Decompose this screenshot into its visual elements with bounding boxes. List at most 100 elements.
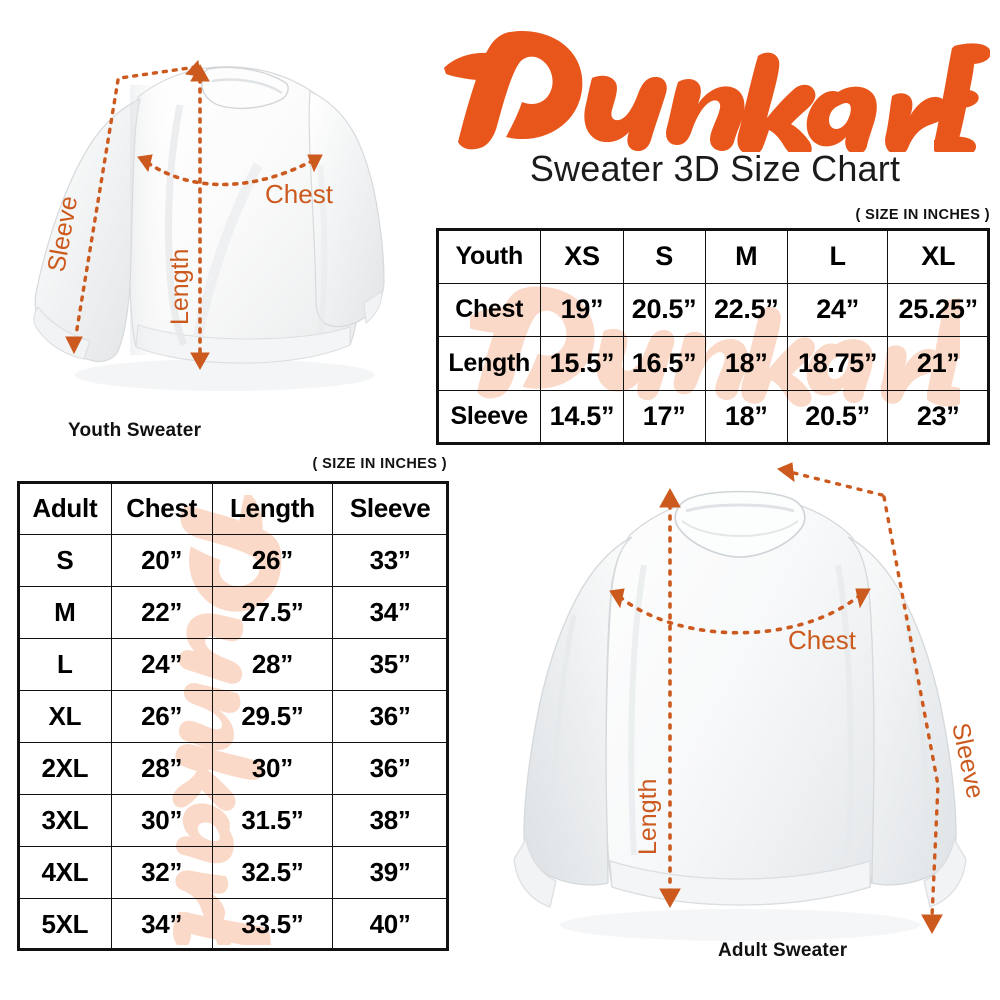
- youth-cell-length-s: 16.5”: [622, 336, 706, 391]
- youth-length-arrow-top: [190, 63, 210, 82]
- table-row: L 24” 28” 35”: [18, 638, 448, 691]
- youth-chest-label: Chest: [265, 179, 334, 209]
- youth-units-note: ( SIZE IN INCHES ): [855, 207, 990, 223]
- youth-cell-sleeve-xs: 14.5”: [540, 389, 624, 444]
- youth-row-label-sleeve: Sleeve: [436, 389, 542, 444]
- youth-right-cuff: [363, 289, 383, 324]
- youth-chest-arrow-right: [307, 154, 323, 173]
- adult-cell-3xl-chest: 30”: [110, 794, 213, 847]
- adult-fold-right: [835, 564, 854, 856]
- youth-shadow: [75, 359, 375, 391]
- adult-cell-2xl-sleeve: 36”: [332, 742, 448, 795]
- youth-cell-chest-xl: 25.25”: [887, 282, 989, 337]
- youth-row-label-chest: Chest: [436, 282, 542, 337]
- adult-cell-m-length: 27.5”: [211, 586, 334, 639]
- adult-cell-l-sleeve: 35”: [332, 638, 448, 691]
- adult-row-label-3xl: 3XL: [18, 794, 112, 847]
- adult-fold-left: [628, 564, 647, 856]
- brand-logo: [440, 22, 990, 152]
- youth-corner-header: Youth: [436, 229, 542, 284]
- youth-length-label: Length: [166, 249, 194, 325]
- youth-sleeve-line-diag: [74, 78, 120, 337]
- adult-row-label-2xl: 2XL: [18, 742, 112, 795]
- table-row-header: Adult Chest Length Sleeve: [18, 482, 448, 535]
- adult-sweater-caption: Adult Sweater: [718, 940, 848, 961]
- youth-chest-arrow-left: [137, 154, 153, 173]
- adult-cell-2xl-chest: 28”: [110, 742, 213, 795]
- adult-cell-l-length: 28”: [211, 638, 334, 691]
- youth-cell-length-m: 18”: [704, 336, 788, 391]
- youth-shade: [130, 85, 176, 355]
- adult-sleeve-arrow-bottom: [921, 914, 943, 935]
- adult-cell-xl-length: 29.5”: [211, 690, 334, 743]
- adult-size-table: Adult Chest Length Sleeve S 20” 26” 33” …: [18, 482, 448, 951]
- youth-cell-chest-xs: 19”: [540, 282, 624, 337]
- page-title: Sweater 3D Size Chart: [529, 148, 901, 189]
- youth-cell-length-xs: 15.5”: [540, 336, 624, 391]
- youth-sweater-illustration: Sleeve Length Chest: [20, 45, 420, 400]
- adult-chest-arrow-left: [609, 588, 625, 609]
- adult-row-label-l: L: [18, 638, 112, 691]
- table-row: Length 15.5” 16.5” 18” 18.75” 21”: [436, 336, 989, 391]
- youth-length-arrow-bottom: [190, 352, 210, 371]
- youth-cell-sleeve-s: 17”: [622, 389, 706, 444]
- adult-row-label-5xl: 5XL: [18, 898, 112, 951]
- adult-sleeve-line-down: [882, 495, 940, 919]
- youth-measure-overlay: Sleeve Length Chest: [42, 59, 334, 371]
- adult-cell-s-length: 26”: [211, 534, 334, 587]
- adult-length-label: Length: [634, 779, 662, 855]
- adult-row-label-s: S: [18, 534, 112, 587]
- adult-cell-m-sleeve: 34”: [332, 586, 448, 639]
- adult-sleeve-line-top: [792, 471, 884, 497]
- youth-cell-length-xl: 21”: [887, 336, 989, 391]
- adult-chest-label: Chest: [788, 625, 857, 655]
- adult-cell-3xl-sleeve: 38”: [332, 794, 448, 847]
- adult-cell-5xl-chest: 34”: [110, 898, 213, 951]
- adult-left-cuff: [513, 837, 557, 908]
- adult-cell-s-sleeve: 33”: [332, 534, 448, 587]
- youth-cell-chest-s: 20.5”: [622, 282, 706, 337]
- adult-chest-arrow-right: [855, 588, 871, 609]
- adult-row-label-4xl: 4XL: [18, 846, 112, 899]
- youth-fold-right: [317, 164, 328, 336]
- adult-cell-4xl-length: 32.5”: [211, 846, 334, 899]
- youth-chest-line: [146, 159, 314, 187]
- youth-col-m: M: [704, 229, 788, 284]
- youth-sleeve-arrow-bottom: [65, 336, 83, 355]
- adult-row-label-xl: XL: [18, 690, 112, 743]
- adult-cell-4xl-chest: 32”: [110, 846, 213, 899]
- adult-cell-5xl-length: 33.5”: [211, 898, 334, 951]
- adult-fold-sleeve-left: [549, 614, 577, 846]
- adult-cell-2xl-length: 30”: [211, 742, 334, 795]
- table-row: 2XL 28” 30” 36”: [18, 742, 448, 795]
- table-row-header: Youth XS S M L XL: [436, 229, 989, 284]
- youth-col-s: S: [622, 229, 706, 284]
- youth-cell-sleeve-xl: 23”: [887, 389, 989, 444]
- adult-col-chest: Chest: [110, 482, 213, 535]
- table-row: 3XL 30” 31.5” 38”: [18, 794, 448, 847]
- table-row: XL 26” 29.5” 36”: [18, 690, 448, 743]
- adult-cell-xl-sleeve: 36”: [332, 690, 448, 743]
- youth-cell-sleeve-l: 20.5”: [786, 389, 889, 444]
- youth-collar: [201, 66, 289, 110]
- adult-row-label-m: M: [18, 586, 112, 639]
- table-row: Sleeve 14.5” 17” 18” 20.5” 23”: [436, 389, 989, 444]
- adult-cell-s-chest: 20”: [110, 534, 213, 587]
- youth-row-label-length: Length: [436, 336, 542, 391]
- youth-sleeve-line-top: [118, 65, 198, 80]
- adult-units-note: ( SIZE IN INCHES ): [312, 456, 447, 472]
- adult-cell-m-chest: 22”: [110, 586, 213, 639]
- youth-col-xs: XS: [540, 229, 624, 284]
- youth-size-table: Youth XS S M L XL Chest 19” 20.5” 22.5” …: [436, 229, 989, 444]
- adult-sweater-illustration: Length Chest Sleeve: [470, 455, 990, 955]
- adult-shadow: [560, 909, 920, 941]
- adult-collar-inner: [681, 520, 799, 537]
- table-row: Chest 19” 20.5” 22.5” 24” 25.25”: [436, 282, 989, 337]
- youth-fold-diag: [193, 162, 263, 338]
- adult-col-length: Length: [211, 482, 334, 535]
- table-row: 5XL 34” 33.5” 40”: [18, 898, 448, 951]
- adult-sleeve-arrow-top: [777, 462, 795, 483]
- adult-cell-5xl-sleeve: 40”: [332, 898, 448, 951]
- adult-col-sleeve: Sleeve: [332, 482, 448, 535]
- youth-cell-chest-m: 22.5”: [704, 282, 788, 337]
